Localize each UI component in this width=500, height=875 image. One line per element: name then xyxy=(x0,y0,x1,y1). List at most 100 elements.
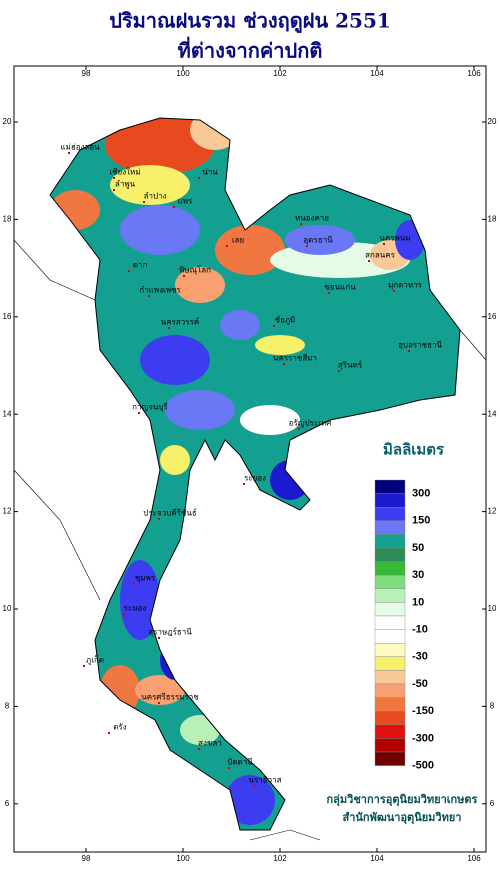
station-dot xyxy=(113,189,115,191)
legend-swatch xyxy=(374,520,406,535)
station-dot xyxy=(328,292,330,294)
legend-label: -150 xyxy=(412,705,434,717)
place-label: นครศรีธรรมราช xyxy=(141,693,199,702)
legend-swatch xyxy=(374,507,406,522)
station-dot xyxy=(143,201,145,203)
legend-swatch xyxy=(374,493,406,508)
country-outline xyxy=(49,117,461,831)
legend-swatch xyxy=(374,724,406,739)
station-dot xyxy=(408,350,410,352)
place-label: สงขลา xyxy=(198,739,222,748)
station-dot xyxy=(226,245,228,247)
station-dot xyxy=(183,275,185,277)
legend-swatch xyxy=(374,670,406,685)
legend-label: 300 xyxy=(412,488,430,500)
station-dot xyxy=(273,325,275,327)
place-label: สุรินทร์ xyxy=(338,360,363,370)
y-tick-label: 20 xyxy=(3,117,12,126)
place-label: นราธิวาส xyxy=(248,776,281,785)
place-label: ประจวบคีรีขันธ์ xyxy=(143,508,197,518)
title-line: ปริมาณฝนรวม ช่วงฤดูฝน 2551 xyxy=(109,9,391,35)
station-dot xyxy=(128,270,130,272)
credit: กลุ่มวิชาการอุตุนิยมวิทยาเกษตร xyxy=(327,793,478,807)
place-label: นครสวรรค์ xyxy=(161,317,199,327)
station-dot xyxy=(368,260,370,262)
place-label: แพร่ xyxy=(178,197,193,206)
legend-label: -10 xyxy=(412,624,428,636)
place-label: น่าน xyxy=(202,168,218,177)
place-label: ขอนแก่น xyxy=(324,283,356,292)
legend-label: -300 xyxy=(412,732,434,744)
station-dot xyxy=(243,483,245,485)
place-label: ระยอง xyxy=(244,474,266,483)
station-dot xyxy=(228,767,230,769)
legend-label: -50 xyxy=(412,678,428,690)
legend-swatch xyxy=(374,656,406,671)
station-dot xyxy=(173,206,175,208)
station-dot xyxy=(108,732,110,734)
place-label: นครราชสีมา xyxy=(273,354,317,363)
place-label: อรัญประเทศ xyxy=(289,419,332,428)
x-tick-label: 106 xyxy=(467,854,481,863)
legend-label: -30 xyxy=(412,651,428,663)
station-dot xyxy=(253,785,255,787)
y-tick-label: 18 xyxy=(3,215,12,224)
border-line xyxy=(13,239,487,841)
place-label: ลำพูน xyxy=(115,180,136,190)
legend-label: 30 xyxy=(412,569,424,581)
place-label: มุกดาหาร xyxy=(388,281,423,290)
place-label: หนองคาย xyxy=(295,214,329,223)
y-tick-label: 14 xyxy=(3,409,12,418)
place-label: ลำปาง xyxy=(144,192,167,201)
legend-swatch xyxy=(374,575,406,590)
station-dot xyxy=(148,295,150,297)
station-dot xyxy=(298,428,300,430)
y-tick-label: 8 xyxy=(5,702,10,711)
place-label: ตรัง xyxy=(113,723,126,732)
map-frame xyxy=(13,65,487,853)
y-tick-label: 10 xyxy=(3,604,12,613)
y-tick-label: 8 xyxy=(490,702,495,711)
place-label: แม่ฮ่องสอน xyxy=(60,143,100,152)
station-dot xyxy=(133,583,135,585)
x-tick-label: 102 xyxy=(273,854,287,863)
legend-swatch xyxy=(374,738,406,753)
place-label: พิษณุโลก xyxy=(179,265,211,275)
place-label: เลย xyxy=(232,236,244,245)
x-tick-label: 104 xyxy=(370,69,384,78)
x-tick-label: 98 xyxy=(82,69,91,78)
station-dot xyxy=(338,370,340,372)
y-tick-label: 6 xyxy=(5,799,10,808)
station-dot xyxy=(198,748,200,750)
legend-label: 150 xyxy=(412,515,430,527)
place-label: ตาก xyxy=(133,261,148,270)
legend-swatch xyxy=(374,751,406,766)
x-tick-label: 100 xyxy=(176,69,190,78)
place-label: สกลนคร xyxy=(365,251,395,260)
x-tick-label: 106 xyxy=(467,69,481,78)
y-tick-label: 12 xyxy=(3,507,12,516)
place-label: กำแพงเพชร xyxy=(139,286,181,295)
legend-swatch xyxy=(374,479,406,494)
legend-label: 50 xyxy=(412,542,424,554)
station-dot xyxy=(283,363,285,365)
legend-swatch xyxy=(374,615,406,630)
station-dot xyxy=(123,613,125,615)
place-label: ปัตตานี xyxy=(227,758,253,767)
legend-swatch xyxy=(374,711,406,726)
legend-title: มิลลิเมตร xyxy=(383,441,445,459)
y-tick-label: 10 xyxy=(488,604,497,613)
legend-swatch xyxy=(374,683,406,698)
station-dot xyxy=(198,177,200,179)
legend-swatch xyxy=(374,629,406,644)
station-dot xyxy=(138,412,140,414)
y-tick-label: 12 xyxy=(488,507,497,516)
station-dot xyxy=(158,702,160,704)
legend-swatch xyxy=(374,697,406,712)
x-tick-label: 100 xyxy=(176,854,190,863)
y-tick-label: 14 xyxy=(488,409,497,418)
place-label: อุบลราชธานี xyxy=(398,341,442,350)
place-label: ระนอง xyxy=(124,604,147,613)
